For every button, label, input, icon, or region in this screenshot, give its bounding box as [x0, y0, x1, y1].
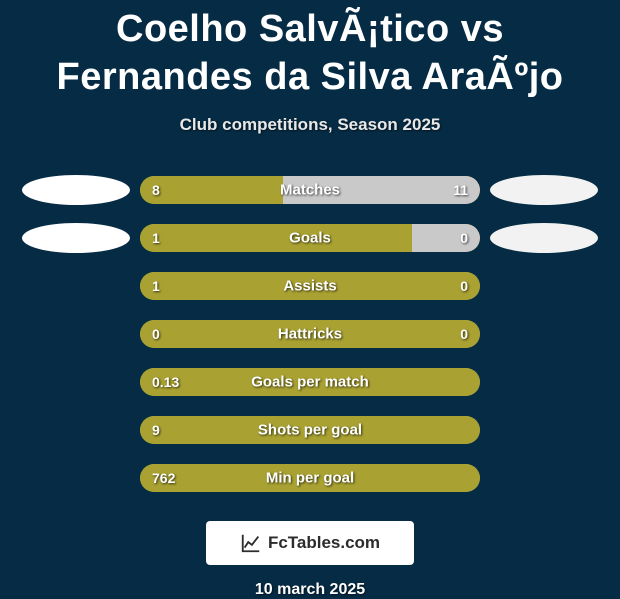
flag-spacer [22, 319, 130, 349]
bar-right-fill [412, 224, 480, 252]
stat-label: Min per goal [266, 470, 354, 487]
left-flag-icon [22, 223, 130, 253]
right-flag-icon [490, 175, 598, 205]
stat-row: 762 Min per goal [10, 463, 610, 493]
value-right: 0 [460, 224, 468, 252]
flag-spacer [490, 463, 598, 493]
value-left: 0.13 [152, 368, 179, 396]
stat-bar: 1 0 Assists [140, 272, 480, 300]
stat-chart: 8 11 Matches 1 0 Goals 1 0 Assists 0 0 Hattricks 0.1… [0, 175, 620, 493]
stat-bar: 0 0 Hattricks [140, 320, 480, 348]
flag-spacer [490, 271, 598, 301]
value-left: 9 [152, 416, 160, 444]
value-left: 0 [152, 320, 160, 348]
stat-bar: 762 Min per goal [140, 464, 480, 492]
page-title: Coelho SalvÃ¡tico vs Fernandes da Silva … [0, 0, 620, 101]
value-right: 0 [460, 320, 468, 348]
stat-bar: 0.13 Goals per match [140, 368, 480, 396]
flag-spacer [22, 271, 130, 301]
brand-badge: FcTables.com [206, 521, 414, 565]
stat-bar: 1 0 Goals [140, 224, 480, 252]
value-left: 1 [152, 224, 160, 252]
flag-spacer [22, 463, 130, 493]
stat-label: Hattricks [278, 326, 342, 343]
value-left: 8 [152, 176, 160, 204]
value-left: 1 [152, 272, 160, 300]
flag-spacer [22, 415, 130, 445]
stat-label: Goals [289, 230, 331, 247]
bar-left-fill [140, 224, 412, 252]
stat-row: 8 11 Matches [10, 175, 610, 205]
stat-row: 1 0 Goals [10, 223, 610, 253]
value-left: 762 [152, 464, 175, 492]
stat-row: 1 0 Assists [10, 271, 610, 301]
stat-label: Goals per match [251, 374, 369, 391]
stat-label: Shots per goal [258, 422, 362, 439]
chart-icon [240, 532, 262, 554]
stat-row: 9 Shots per goal [10, 415, 610, 445]
right-flag-icon [490, 223, 598, 253]
bar-left-fill [140, 176, 283, 204]
stat-label: Matches [280, 182, 340, 199]
flag-spacer [22, 367, 130, 397]
subtitle: Club competitions, Season 2025 [0, 115, 620, 135]
stat-bar: 8 11 Matches [140, 176, 480, 204]
stat-label: Assists [283, 278, 336, 295]
flag-spacer [490, 415, 598, 445]
stat-bar: 9 Shots per goal [140, 416, 480, 444]
brand-text: FcTables.com [268, 533, 380, 553]
left-flag-icon [22, 175, 130, 205]
stat-row: 0 0 Hattricks [10, 319, 610, 349]
stat-row: 0.13 Goals per match [10, 367, 610, 397]
value-right: 0 [460, 272, 468, 300]
value-right: 11 [453, 176, 468, 204]
flag-spacer [490, 367, 598, 397]
flag-spacer [490, 319, 598, 349]
date-text: 10 march 2025 [0, 581, 620, 599]
